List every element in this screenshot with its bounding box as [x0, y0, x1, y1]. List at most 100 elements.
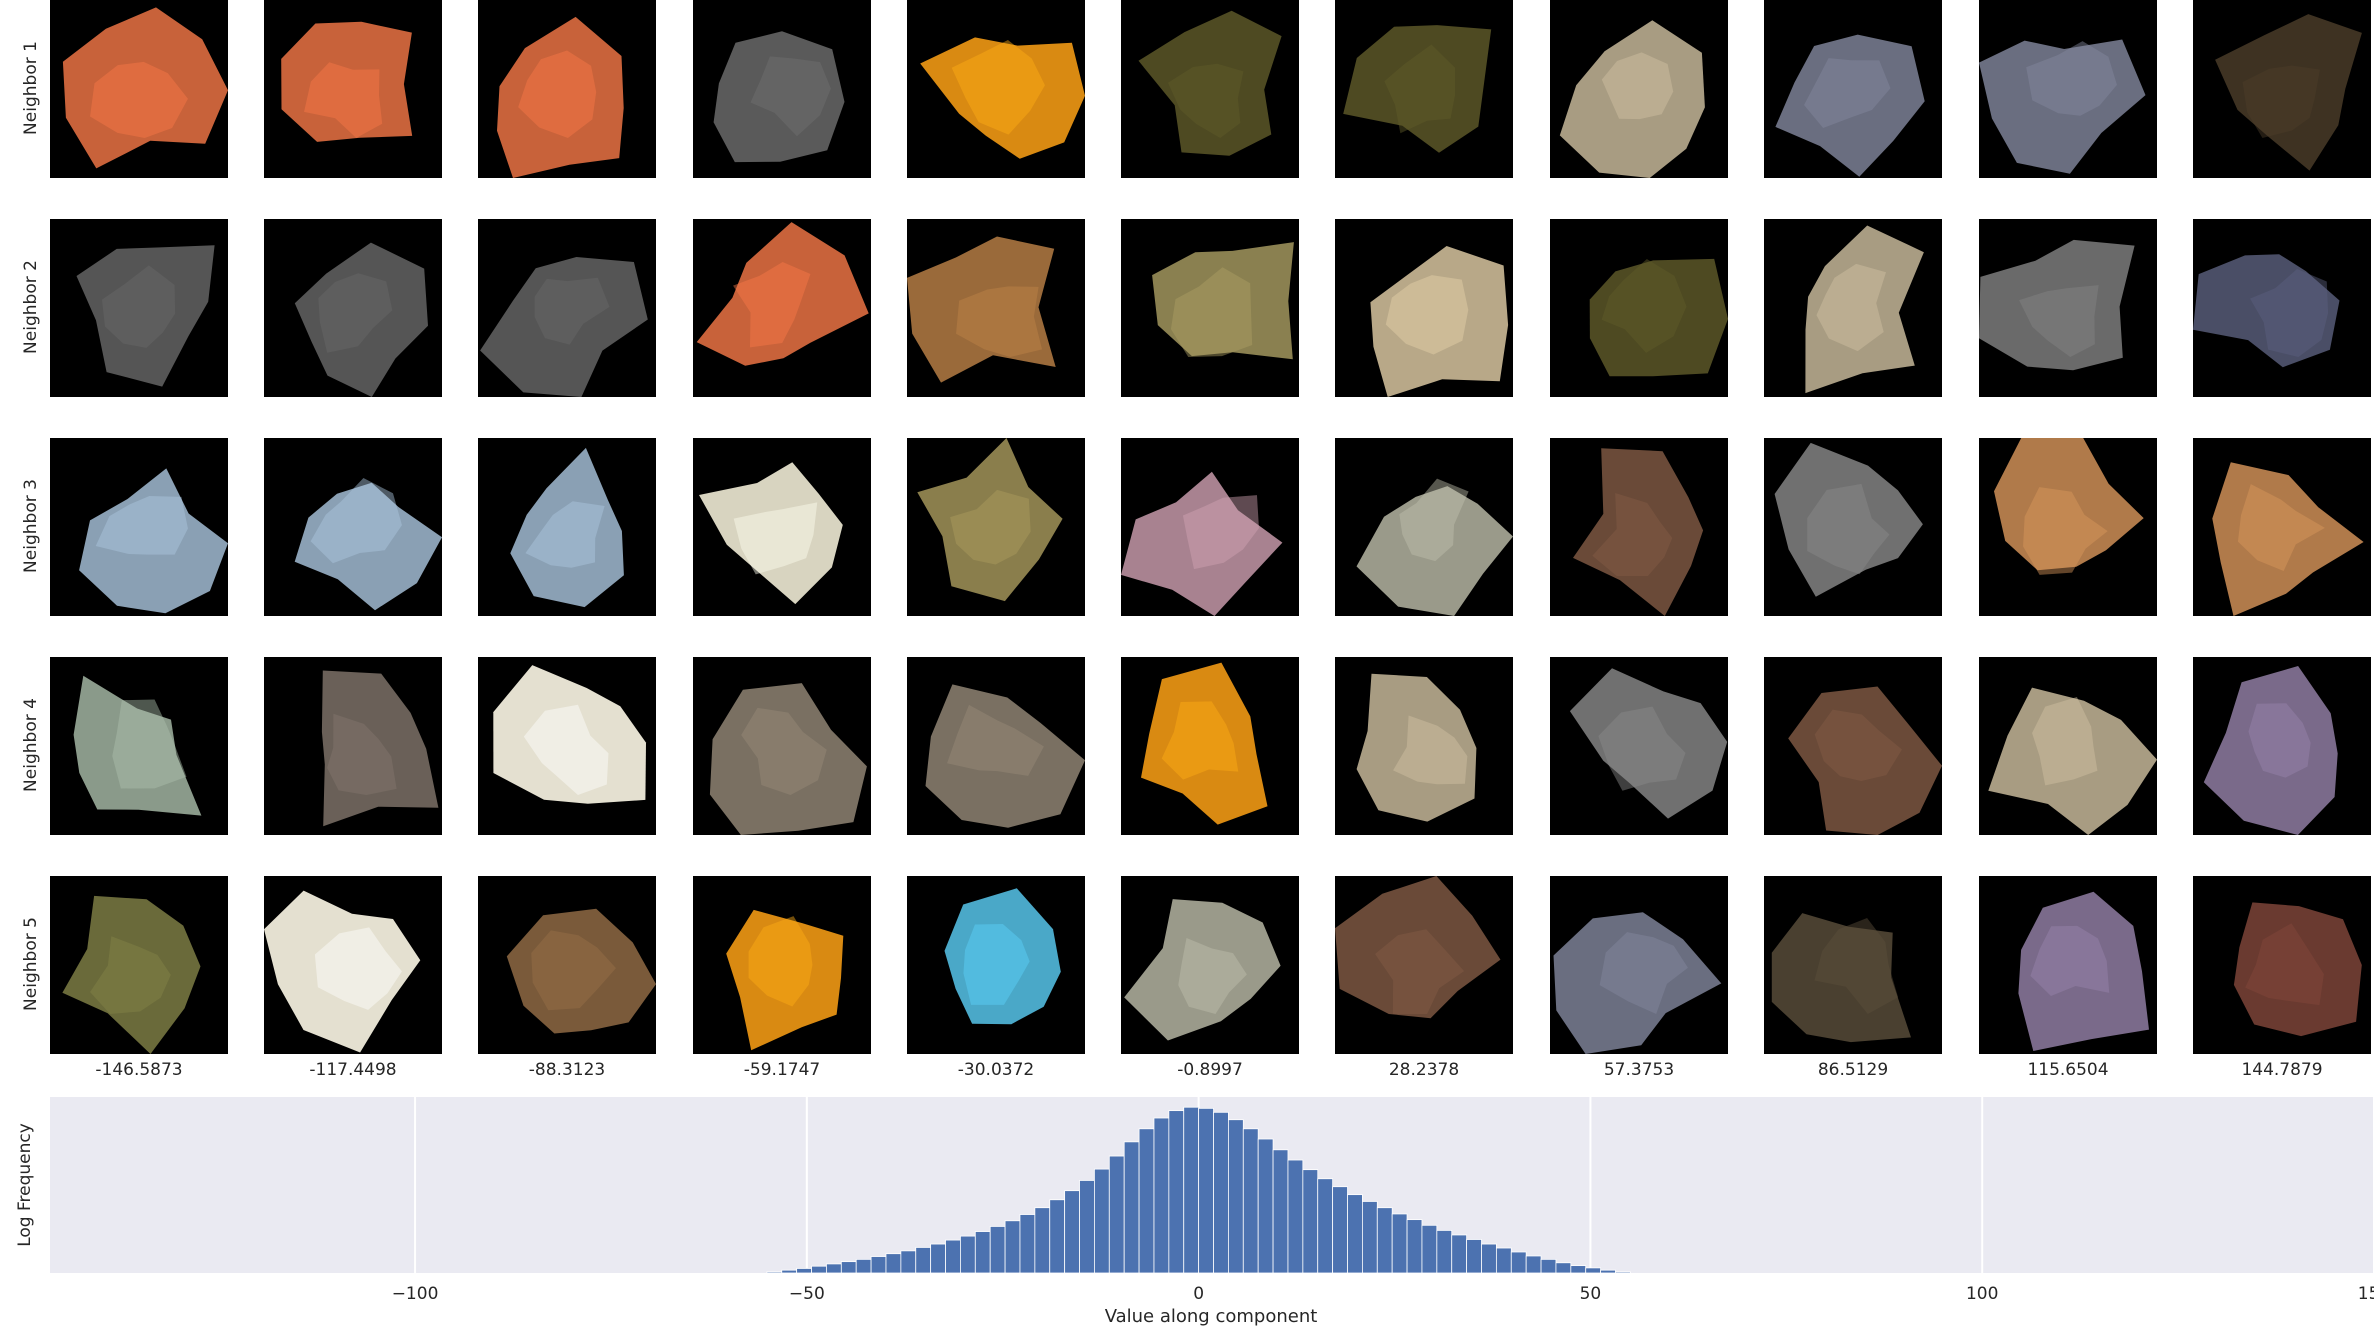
neighbor-image-tile — [1121, 438, 1299, 616]
neighbor-image-tile — [2193, 657, 2371, 835]
row-label-neighbor-4: Neighbor 4 — [21, 698, 41, 792]
histogram-bar — [1242, 1128, 1259, 1274]
histogram-bar — [885, 1253, 902, 1274]
histogram-bar — [826, 1263, 842, 1274]
neighbor-image-tile — [907, 219, 1085, 397]
neighbor-image-tile — [50, 438, 228, 616]
neighbor-image-tile — [2193, 219, 2371, 397]
neighbor-image-tile — [2193, 876, 2371, 1054]
x-tick-label: 100 — [1966, 1284, 1998, 1304]
histogram-bar — [1153, 1117, 1170, 1274]
histogram-bars — [766, 1106, 1631, 1274]
histogram-bar — [1510, 1251, 1527, 1274]
histogram-bar — [1317, 1178, 1334, 1274]
histogram-bar — [1436, 1230, 1453, 1274]
row-label-neighbor-1: Neighbor 1 — [21, 41, 41, 135]
histogram-bar — [855, 1258, 872, 1274]
neighbor-image-tile — [478, 657, 656, 835]
histogram-bar — [1540, 1258, 1557, 1274]
neighbor-image-tile — [478, 438, 656, 616]
histogram-bar — [1406, 1219, 1423, 1274]
histogram-bar — [811, 1265, 827, 1274]
neighbor-image-tile — [50, 657, 228, 835]
column-value-label: 86.5129 — [1817, 1060, 1889, 1080]
neighbor-image-tile — [1335, 219, 1513, 397]
histogram-bar — [1481, 1243, 1497, 1274]
neighbor-image-tile — [1764, 657, 1942, 835]
histogram-bar — [1495, 1247, 1512, 1274]
column-value-label: -59.1747 — [743, 1060, 821, 1080]
neighbor-image-tile — [50, 219, 228, 397]
column-value-label: -88.3123 — [528, 1060, 606, 1080]
histogram-bar — [1257, 1138, 1274, 1274]
row-label-neighbor-2: Neighbor 2 — [21, 260, 41, 354]
histogram-bar — [1094, 1168, 1110, 1274]
neighbor-image-tile — [693, 0, 871, 178]
neighbor-image-tile — [907, 0, 1085, 178]
neighbor-image-tile — [264, 657, 442, 835]
histogram-bar — [796, 1268, 812, 1274]
histogram-bar — [1451, 1234, 1468, 1274]
neighbor-image-tile — [264, 0, 442, 178]
column-value-label: -117.4498 — [309, 1060, 397, 1080]
neighbor-image-tile — [1335, 438, 1513, 616]
histogram-bar — [1138, 1128, 1155, 1274]
histogram-bar — [1272, 1149, 1289, 1274]
histogram-bar — [1198, 1107, 1214, 1274]
x-tick-label: 50 — [1580, 1284, 1602, 1304]
histogram-bar — [1079, 1180, 1095, 1274]
x-tick-label: −100 — [392, 1284, 439, 1304]
neighbor-image-tile — [907, 657, 1085, 835]
histogram-bar — [1123, 1141, 1140, 1274]
neighbor-image-tile — [1335, 657, 1513, 835]
neighbor-image-tile — [478, 219, 656, 397]
histogram-bar — [1183, 1106, 1200, 1274]
neighbor-grid: Neighbor 1 Neighbor 2 Neighbor 3 Neighbor 4… — [21, 0, 2371, 1080]
histogram-bar — [1347, 1194, 1363, 1274]
x-tick-label: 150 — [2358, 1284, 2374, 1304]
neighbor-image-tile — [1979, 219, 2157, 397]
histogram-bar — [870, 1256, 887, 1274]
histogram-bar — [1064, 1190, 1080, 1274]
histogram-bar — [1555, 1262, 1572, 1274]
histogram-bar — [900, 1250, 917, 1274]
neighbor-image-tile — [1335, 876, 1513, 1054]
neighbor-image-tile — [1121, 876, 1299, 1054]
histogram-bar — [1228, 1119, 1244, 1274]
histogram-bar — [1362, 1201, 1378, 1274]
x-axis-label: Value along component — [1105, 1306, 1318, 1327]
y-axis-label: Log Frequency — [15, 1123, 35, 1247]
histogram-bar — [781, 1269, 798, 1274]
neighbor-image-tile — [1550, 219, 1728, 397]
neighbor-image-tile — [1979, 438, 2157, 616]
histogram-bar — [1466, 1239, 1482, 1274]
column-value-label: 115.6504 — [2027, 1060, 2109, 1080]
column-value-label: -30.0372 — [957, 1060, 1035, 1080]
column-value-label: 144.7879 — [2241, 1060, 2323, 1080]
neighbor-image-tile — [264, 438, 442, 616]
histogram-bar — [1019, 1214, 1036, 1274]
histogram-bar — [915, 1247, 932, 1274]
neighbor-image-tile — [1979, 657, 2157, 835]
neighbor-image-tile — [907, 876, 1085, 1054]
histogram-bar — [989, 1226, 1006, 1274]
histogram-bar — [1034, 1207, 1051, 1274]
histogram-bar — [974, 1231, 991, 1274]
neighbor-image-tile — [2193, 0, 2371, 178]
histogram-bar — [1213, 1111, 1229, 1274]
histogram-bar — [1600, 1269, 1616, 1274]
histogram-bar — [840, 1261, 857, 1274]
histogram-bar — [1585, 1267, 1602, 1274]
histogram-bar — [766, 1271, 783, 1274]
neighbor-image-tile — [1550, 657, 1728, 835]
neighbor-image-tile — [1550, 438, 1728, 616]
row-label-neighbor-5: Neighbor 5 — [21, 917, 41, 1011]
histogram-bar — [1287, 1159, 1304, 1274]
x-tick-label: 0 — [1193, 1284, 1204, 1304]
neighbor-image-tile — [693, 219, 871, 397]
neighbor-image-tile — [693, 657, 871, 835]
histogram-bar — [1049, 1199, 1066, 1274]
neighbor-image-tile — [478, 876, 656, 1054]
neighbor-image-tile — [1979, 876, 2157, 1054]
histogram-bar — [1376, 1207, 1393, 1274]
